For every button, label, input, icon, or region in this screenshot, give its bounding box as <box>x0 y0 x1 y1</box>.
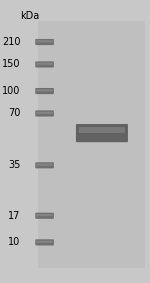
Text: 10: 10 <box>8 237 21 247</box>
FancyBboxPatch shape <box>38 21 145 268</box>
Text: 210: 210 <box>2 37 21 47</box>
FancyBboxPatch shape <box>36 112 53 114</box>
Text: 70: 70 <box>8 108 21 119</box>
FancyBboxPatch shape <box>35 88 54 94</box>
FancyBboxPatch shape <box>35 239 54 245</box>
FancyBboxPatch shape <box>35 61 54 68</box>
FancyBboxPatch shape <box>35 213 54 219</box>
FancyBboxPatch shape <box>79 127 125 133</box>
Text: 150: 150 <box>2 59 21 69</box>
FancyBboxPatch shape <box>35 110 54 117</box>
Text: kDa: kDa <box>21 11 40 21</box>
FancyBboxPatch shape <box>35 162 54 168</box>
FancyBboxPatch shape <box>36 89 53 91</box>
FancyBboxPatch shape <box>36 63 53 65</box>
FancyBboxPatch shape <box>35 39 54 45</box>
FancyBboxPatch shape <box>36 164 53 166</box>
FancyBboxPatch shape <box>36 214 53 216</box>
FancyBboxPatch shape <box>36 241 53 243</box>
Text: 35: 35 <box>8 160 21 170</box>
FancyBboxPatch shape <box>76 124 128 142</box>
Text: 17: 17 <box>8 211 21 221</box>
FancyBboxPatch shape <box>36 40 53 42</box>
Text: 100: 100 <box>2 86 21 96</box>
